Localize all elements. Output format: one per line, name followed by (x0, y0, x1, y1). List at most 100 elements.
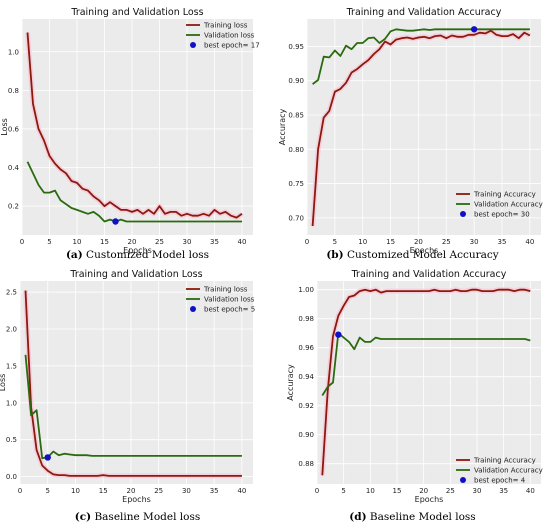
legend-label-best: best epoch= 5 (204, 306, 255, 314)
x-tick-label: 30 (183, 238, 192, 246)
y-tick-label: 0.96 (298, 344, 314, 352)
x-tick-label: 15 (386, 238, 395, 246)
x-tick-label: 40 (526, 487, 535, 495)
x-tick-label: 10 (73, 238, 82, 246)
best-epoch-point (44, 454, 51, 461)
x-tick-label: 5 (46, 487, 50, 495)
y-tick-label: 0.90 (288, 77, 304, 85)
x-tick-label: 15 (100, 238, 109, 246)
y-axis-label: Accuracy (286, 364, 295, 401)
caption-c: (c) Baseline Model loss (74, 511, 201, 523)
chart-0: 0 5 10 15 20 25 30 35 40 0.2 0.4 0.6 0.8 1.0 Training … (0, 7, 260, 255)
series-line-val (26, 161, 242, 223)
y-tick-label: 0.0 (6, 473, 17, 481)
y-tick-label: 2.5 (6, 289, 17, 297)
legend-label-val: Validation loss (204, 296, 255, 304)
x-tick-label: 10 (358, 238, 367, 246)
chart-title: Training and Validation Loss (70, 7, 203, 18)
legend-label-val: Validation Accuracy (474, 467, 543, 475)
x-tick-label: 0 (18, 487, 22, 495)
y-tick-label: 1.00 (298, 286, 314, 294)
legend: Training Accuracy Validation Accuracy best… (456, 457, 543, 485)
x-axis-label: Epochs (123, 246, 152, 255)
chart-1: 0 5 10 15 20 25 30 35 40 0.70 0.75 0.80 0.85 0.90 0.95… (278, 7, 543, 255)
chart-2: 0 5 10 15 20 25 30 35 40 0.0 0.5 1.0 1.5 2.0 2.5 Traini… (0, 269, 255, 504)
x-tick-label: 15 (99, 487, 108, 495)
x-tick-label: 40 (525, 238, 534, 246)
x-tick-label: 30 (473, 487, 482, 495)
legend-label-train: Training Accuracy (473, 191, 536, 199)
series-line-train (24, 290, 242, 477)
x-tick-label: 0 (20, 238, 24, 246)
legend-best-marker (190, 42, 196, 48)
plot-area (317, 281, 541, 484)
legend-label-best: best epoch= 4 (474, 477, 526, 485)
series-line-train (26, 32, 243, 219)
legend-label-best: best epoch= 30 (474, 211, 530, 219)
x-tick-label: 20 (414, 238, 423, 246)
legend-label-train: Training loss (203, 22, 248, 30)
legend-best-marker (460, 211, 466, 217)
y-tick-label: 0.88 (298, 460, 314, 468)
y-tick-label: 1.0 (6, 399, 17, 407)
y-tick-label: 0.4 (8, 164, 20, 172)
caption-a: (a) Customized Model loss (65, 249, 210, 261)
legend-label-train: Training loss (203, 286, 248, 294)
legend-label-train: Training Accuracy (473, 457, 536, 465)
y-tick-label: 2.0 (6, 325, 17, 333)
x-tick-label: 10 (71, 487, 80, 495)
chart-3: 0 5 10 15 20 25 30 35 40 0.88 0.90 0.92 0.94 0.96 0.98… (286, 269, 543, 504)
y-tick-label: 0.70 (288, 214, 304, 222)
y-tick-label: 0.92 (298, 402, 314, 410)
series-line-val (312, 28, 530, 85)
chart-title: Training and Validation Accuracy (346, 7, 502, 18)
legend-label-best: best epoch= 17 (204, 42, 260, 50)
chart-title: Training and Validation Accuracy (351, 269, 507, 280)
y-tick-label: 1.5 (6, 362, 17, 370)
x-tick-label: 15 (393, 487, 402, 495)
legend: Training loss Validation loss best epoch= … (186, 22, 260, 50)
best-epoch-point (112, 218, 119, 225)
x-tick-label: 5 (341, 487, 345, 495)
best-epoch-point (470, 26, 478, 33)
x-tick-label: 35 (210, 238, 219, 246)
x-tick-label: 30 (182, 487, 191, 495)
x-axis-label: Epochs (410, 246, 439, 255)
y-axis-label: Loss (0, 374, 7, 392)
x-tick-label: 35 (499, 487, 508, 495)
x-tick-label: 30 (470, 238, 479, 246)
y-tick-label: 0.95 (288, 43, 304, 51)
legend: Training Accuracy Validation Accuracy best… (456, 191, 543, 219)
y-tick-label: 0.98 (298, 315, 314, 323)
legend-label-val: Validation loss (204, 32, 255, 40)
y-tick-label: 0.6 (8, 125, 20, 133)
caption-b: (b) Customized Model Accuracy (326, 249, 499, 261)
x-tick-label: 5 (47, 238, 51, 246)
x-tick-label: 20 (126, 487, 135, 495)
y-tick-label: 0.90 (298, 431, 314, 439)
x-axis-label: Epochs (122, 495, 151, 504)
legend-label-val: Validation Accuracy (474, 201, 543, 209)
y-tick-label: 0.2 (8, 203, 19, 211)
x-tick-label: 40 (238, 238, 247, 246)
y-tick-label: 0.94 (298, 373, 314, 381)
legend: Training loss Validation loss best epoch= … (186, 286, 255, 314)
x-tick-label: 25 (154, 487, 163, 495)
x-axis-label: Epochs (415, 495, 444, 504)
y-axis-label: Accuracy (278, 108, 287, 145)
x-tick-label: 35 (210, 487, 219, 495)
x-tick-label: 25 (446, 487, 455, 495)
y-tick-label: 0.85 (288, 112, 304, 120)
series-line-train (321, 288, 531, 476)
best-epoch-point (335, 331, 342, 338)
series-line-val (24, 354, 242, 460)
y-tick-label: 0.5 (6, 436, 17, 444)
x-tick-label: 35 (498, 238, 507, 246)
y-axis-label: Loss (0, 118, 9, 136)
x-tick-label: 25 (155, 238, 164, 246)
x-tick-label: 0 (315, 487, 319, 495)
x-tick-label: 40 (237, 487, 246, 495)
y-tick-label: 0.75 (288, 180, 304, 188)
legend-best-marker (190, 306, 196, 312)
